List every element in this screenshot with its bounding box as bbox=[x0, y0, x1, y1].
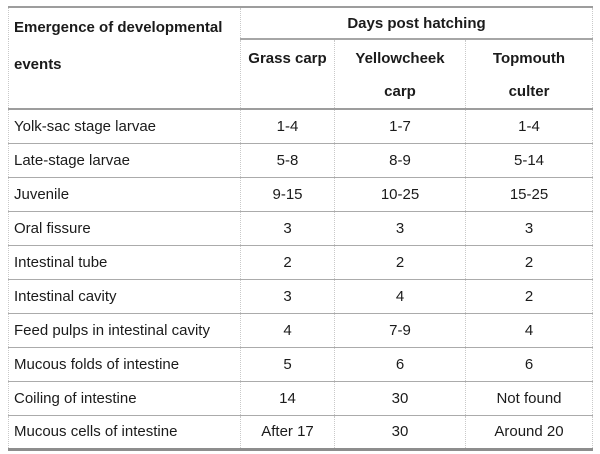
table-row: Oral fissure 3 3 3 bbox=[8, 211, 593, 246]
column-header-line: carp bbox=[384, 83, 416, 100]
column-header-yellowcheek-carp: Yellowcheek carp bbox=[334, 39, 466, 110]
value-cell: 9-15 bbox=[240, 177, 335, 212]
value-cell: 30 bbox=[334, 415, 466, 450]
value-cell: 2 bbox=[240, 245, 335, 280]
column-header-line: Topmouth bbox=[492, 50, 566, 67]
value-cell: 14 bbox=[240, 381, 335, 416]
row-label: Intestinal cavity bbox=[8, 279, 241, 314]
table-row: Coiling of intestine 14 30 Not found bbox=[8, 381, 593, 416]
row-label: Mucous cells of intestine bbox=[8, 415, 241, 450]
value-cell: 5-8 bbox=[240, 143, 335, 178]
value-cell: 5-14 bbox=[465, 143, 593, 178]
header-row-group: Emergence of developmental events Days p… bbox=[8, 7, 593, 110]
corner-header-cell: Emergence of developmental events bbox=[8, 7, 241, 110]
column-header-grass-carp: Grass carp bbox=[240, 39, 335, 110]
row-label: Mucous folds of intestine bbox=[8, 347, 241, 382]
value-cell: 15-25 bbox=[465, 177, 593, 212]
group-header-cell: Days post hatching bbox=[240, 7, 593, 40]
corner-header-line2: events bbox=[14, 56, 62, 73]
table-row: Mucous cells of intestine After 17 30 Ar… bbox=[8, 415, 593, 450]
row-label: Intestinal tube bbox=[8, 245, 241, 280]
value-cell: 5 bbox=[240, 347, 335, 382]
value-cell: 1-4 bbox=[465, 109, 593, 144]
table-row: Juvenile 9-15 10-25 15-25 bbox=[8, 177, 593, 212]
value-cell: 2 bbox=[465, 279, 593, 314]
row-label: Coiling of intestine bbox=[8, 381, 241, 416]
value-cell: 6 bbox=[334, 347, 466, 382]
table-row: Intestinal tube 2 2 2 bbox=[8, 245, 593, 280]
row-label: Yolk-sac stage larvae bbox=[8, 109, 241, 144]
column-header-topmouth-culter: Topmouth culter bbox=[465, 39, 593, 110]
value-cell: 3 bbox=[465, 211, 593, 246]
developmental-events-table-container: Emergence of developmental events Days p… bbox=[8, 6, 593, 451]
developmental-events-table: Emergence of developmental events Days p… bbox=[8, 6, 593, 451]
row-label: Juvenile bbox=[8, 177, 241, 212]
value-cell: 2 bbox=[334, 245, 466, 280]
column-header-line: Grass carp bbox=[248, 50, 327, 67]
value-cell: 7-9 bbox=[334, 313, 466, 348]
value-cell: Around 20 bbox=[465, 415, 593, 450]
value-cell: 10-25 bbox=[334, 177, 466, 212]
value-cell: 6 bbox=[465, 347, 593, 382]
table-row: Yolk-sac stage larvae 1-4 1-7 1-4 bbox=[8, 109, 593, 144]
value-cell: 8-9 bbox=[334, 143, 466, 178]
row-label: Feed pulps in intestinal cavity bbox=[8, 313, 241, 348]
value-cell: After 17 bbox=[240, 415, 335, 450]
corner-header-line1: Emergence of developmental bbox=[14, 19, 223, 36]
row-label: Late-stage larvae bbox=[8, 143, 241, 178]
column-header-line: culter bbox=[508, 83, 550, 100]
table-row: Feed pulps in intestinal cavity 4 7-9 4 bbox=[8, 313, 593, 348]
value-cell: 1-4 bbox=[240, 109, 335, 144]
value-cell: 3 bbox=[240, 211, 335, 246]
table-row: Mucous folds of intestine 5 6 6 bbox=[8, 347, 593, 382]
value-cell: 1-7 bbox=[334, 109, 466, 144]
value-cell: 3 bbox=[334, 211, 466, 246]
value-cell: 2 bbox=[465, 245, 593, 280]
value-cell: 4 bbox=[240, 313, 335, 348]
value-cell: 4 bbox=[334, 279, 466, 314]
table-row: Late-stage larvae 5-8 8-9 5-14 bbox=[8, 143, 593, 178]
value-cell: 4 bbox=[465, 313, 593, 348]
value-cell: 30 bbox=[334, 381, 466, 416]
row-label: Oral fissure bbox=[8, 211, 241, 246]
table-row: Intestinal cavity 3 4 2 bbox=[8, 279, 593, 314]
value-cell: Not found bbox=[465, 381, 593, 416]
column-header-line: Yellowcheek bbox=[355, 50, 445, 67]
header-row-species: Grass carp Yellowcheek carp Topmouth cul… bbox=[9, 39, 593, 110]
value-cell: 3 bbox=[240, 279, 335, 314]
